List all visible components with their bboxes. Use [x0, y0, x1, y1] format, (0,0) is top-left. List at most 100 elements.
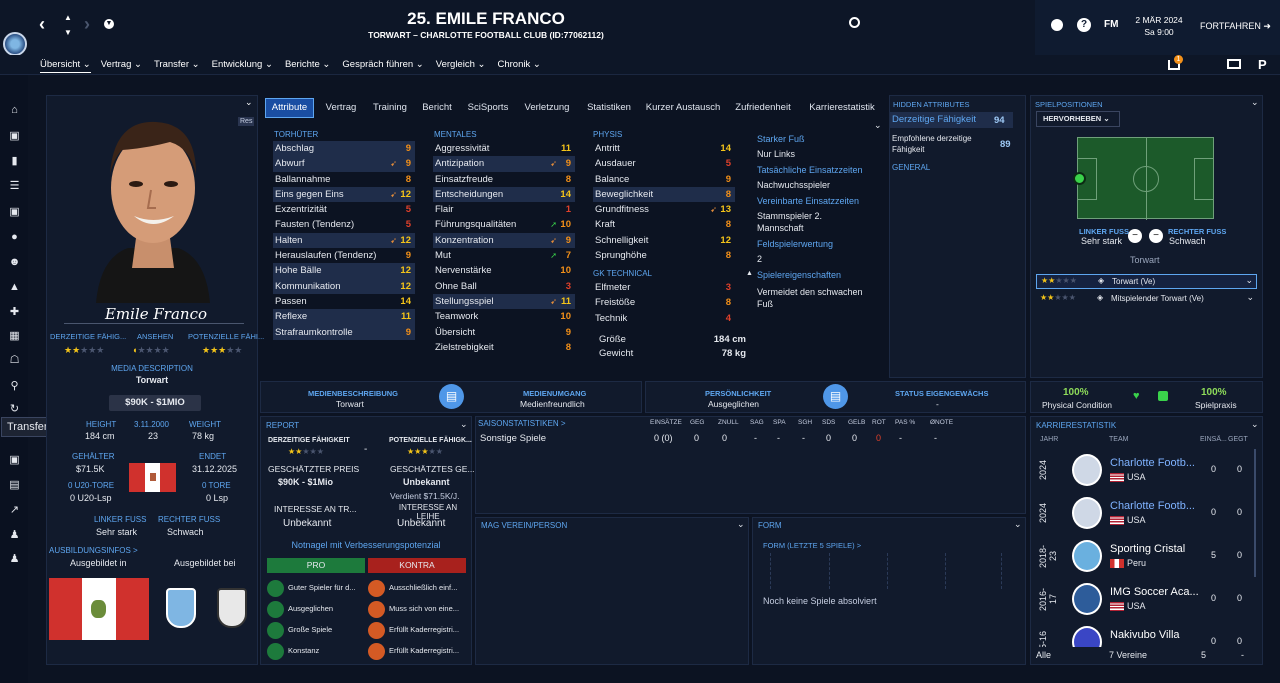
training-info-link[interactable]: AUSBILDUNGSINFOS >	[49, 546, 138, 555]
season-col-header[interactable]: GELB	[848, 419, 866, 426]
attribute-row[interactable]: Technik 4	[593, 311, 735, 326]
career-row[interactable]: 2024 Charlotte Footb... USA 0 0	[1030, 449, 1250, 492]
up-arrow-icon[interactable]: ▲	[64, 13, 72, 22]
tab-career-stats[interactable]: Karrierestatistik	[809, 102, 875, 113]
help-icon[interactable]: ?	[1077, 18, 1091, 32]
attribute-row[interactable]: Antizipation ➹ 9	[433, 156, 575, 172]
nav-item-development[interactable]: Entwicklung ⌄	[211, 59, 273, 70]
stats-icon[interactable]: ↗	[9, 504, 20, 516]
profile-menu-icon[interactable]: ⌄	[245, 97, 253, 107]
season-col-header[interactable]: PAS %	[895, 419, 916, 426]
attribute-row[interactable]: Abschlag 9	[273, 141, 415, 157]
report-item[interactable]: Ausgeglichen	[267, 599, 365, 620]
report-item[interactable]: Konstanz	[267, 641, 365, 662]
attribute-row[interactable]: Kommunikation 12	[273, 278, 415, 294]
form-subheader[interactable]: FORM (LETZTE 5 SPIELE) >	[763, 541, 862, 550]
nav-item-talk[interactable]: Gespräch führen ⌄	[342, 59, 424, 70]
attribute-row[interactable]: Führungsqualitäten ➚ 10	[433, 217, 575, 232]
attributes-menu-icon[interactable]: ⌄	[874, 120, 882, 130]
alert-icon[interactable]: ▣	[9, 206, 20, 218]
attribute-row[interactable]: Ohne Ball 3	[433, 279, 575, 294]
attribute-row[interactable]: Stellungsspiel ➹ 11	[433, 293, 575, 310]
attribute-row[interactable]: Abwurf ➹ 9	[273, 156, 415, 172]
attribute-row[interactable]: Eins gegen Eins ➹ 12	[273, 186, 415, 203]
globe-icon[interactable]	[1051, 19, 1063, 31]
season-col-header[interactable]: ZNULL	[718, 419, 739, 426]
report-item[interactable]: Erfüllt Kaderregistri...	[368, 620, 466, 641]
attribute-row[interactable]: Beweglichkeit 8	[593, 186, 735, 203]
career-menu-icon[interactable]: ⌄	[1251, 419, 1259, 429]
season-col-header[interactable]: SGH	[798, 419, 813, 426]
attribute-row[interactable]: Sprunghöhe 8	[593, 248, 735, 263]
back-arrow-icon[interactable]: ‹	[39, 14, 45, 34]
attribute-row[interactable]: Halten ➹ 12	[273, 232, 415, 249]
attribute-row[interactable]: Konzentration ➹ 9	[433, 232, 575, 249]
nav-item-overview[interactable]: Übersicht ⌄	[40, 59, 91, 73]
career-row[interactable]: 2016-17 IMG Soccer Aca... USA 0 0	[1030, 578, 1250, 621]
value-badge[interactable]: $90K - $1MIO	[109, 395, 201, 411]
nav-item-reports[interactable]: Berichte ⌄	[284, 59, 331, 70]
down-arrow-icon[interactable]: ▼	[64, 28, 72, 37]
mag-menu-icon[interactable]: ⌄	[737, 519, 745, 529]
attribute-row[interactable]: Fausten (Tendenz) 5	[273, 217, 415, 232]
nav-item-compare[interactable]: Vergleich ⌄	[435, 59, 486, 70]
medical-icon[interactable]: ✚	[9, 306, 20, 318]
club-logo[interactable]	[3, 32, 27, 56]
attribute-row[interactable]: Teamwork 10	[433, 309, 575, 324]
attribute-row[interactable]: Strafraumkontrolle 9	[273, 324, 415, 340]
career-row[interactable]: 2018-23 Sporting Cristal Peru 5 0	[1030, 535, 1250, 578]
tab-interaction[interactable]: Kurzer Austausch	[645, 102, 721, 113]
career-team[interactable]: Charlotte Footb...	[1110, 457, 1195, 469]
attribute-row[interactable]: Antritt 14	[593, 141, 735, 156]
continue-button[interactable]: FORTFAHREN ➜	[1196, 15, 1280, 37]
menu-dropdown-icon[interactable]: ▼	[104, 19, 114, 29]
ball-icon[interactable]: ●	[11, 231, 18, 243]
season-col-header[interactable]: SAG	[750, 419, 764, 426]
board-icon[interactable]: ▤	[9, 479, 20, 491]
career-team[interactable]: Sporting Cristal	[1110, 543, 1186, 555]
report-item[interactable]: Ausschließlich einf...	[368, 578, 466, 599]
page-subtitle[interactable]: TORWART – CHARLOTTE FOOTBALL CLUB (ID:77…	[368, 30, 604, 40]
inbox-icon[interactable]	[1168, 60, 1180, 70]
finances-icon[interactable]: ▣	[9, 454, 20, 466]
attribute-row[interactable]: Einsatzfreude 8	[433, 172, 575, 187]
season-stats-header[interactable]: SAISONSTATISTIKEN >	[478, 419, 566, 428]
attribute-row[interactable]: Reflexe 11	[273, 309, 415, 325]
attribute-row[interactable]: Grundfitness ➹ 13	[593, 202, 735, 217]
monitor-icon[interactable]	[1227, 59, 1241, 69]
nav-item-transfer[interactable]: Transfer ⌄	[153, 59, 200, 70]
forward-arrow-icon[interactable]: ›	[84, 14, 90, 34]
nav-item-contract[interactable]: Vertrag ⌄	[100, 59, 142, 70]
career-row[interactable]: 15-16 Nakivubo Villa 0 0	[1030, 621, 1250, 647]
career-team[interactable]: Nakivubo Villa	[1110, 629, 1180, 641]
inbox-sidebar-icon[interactable]: ▣	[9, 130, 20, 142]
attribute-row[interactable]: Flair 1	[433, 202, 575, 217]
squad-icon[interactable]: ▮	[11, 155, 18, 167]
season-col-header[interactable]: ROT	[872, 419, 886, 426]
season-col-header[interactable]: SPA	[773, 419, 786, 426]
career-team[interactable]: IMG Soccer Aca...	[1110, 586, 1199, 598]
report-item[interactable]: Große Spiele	[267, 620, 365, 641]
tab-injury[interactable]: Verletzung	[524, 102, 570, 113]
fm-logo[interactable]: FM	[1104, 19, 1119, 30]
form-menu-icon[interactable]: ⌄	[1014, 519, 1022, 529]
attribute-row[interactable]: Freistöße 8	[593, 295, 735, 310]
role-row-2[interactable]: ★★★★★ ◈ Mitspielender Torwart (Ve) ⌄	[1036, 292, 1257, 307]
people-icon[interactable]: ♟	[9, 529, 20, 541]
report-item[interactable]: Erfüllt Kaderregistri...	[368, 641, 466, 662]
attribute-row[interactable]: Entscheidungen 14	[433, 186, 575, 203]
staff-icon[interactable]: ☻	[8, 256, 21, 268]
attribute-row[interactable]: Nervenstärke 10	[433, 263, 575, 278]
attribute-row[interactable]: Kraft 8	[593, 217, 735, 232]
report-item[interactable]: Guter Spieler für d...	[267, 578, 365, 599]
attribute-row[interactable]: Ausdauer 5	[593, 156, 735, 171]
nav-item-history[interactable]: Chronik ⌄	[497, 59, 541, 70]
positions-menu-icon[interactable]: ⌄	[1251, 97, 1259, 107]
paypal-icon[interactable]: P	[1258, 57, 1267, 72]
attribute-row[interactable]: Aggressivität 11	[433, 141, 575, 156]
attribute-row[interactable]: Übersicht 9	[433, 325, 575, 340]
season-col-header[interactable]: GEG	[690, 419, 705, 426]
season-col-header[interactable]: EINSÄTZE	[650, 419, 682, 426]
tab-scisports[interactable]: SciSports	[467, 102, 509, 113]
tab-training[interactable]: Training	[373, 102, 407, 113]
